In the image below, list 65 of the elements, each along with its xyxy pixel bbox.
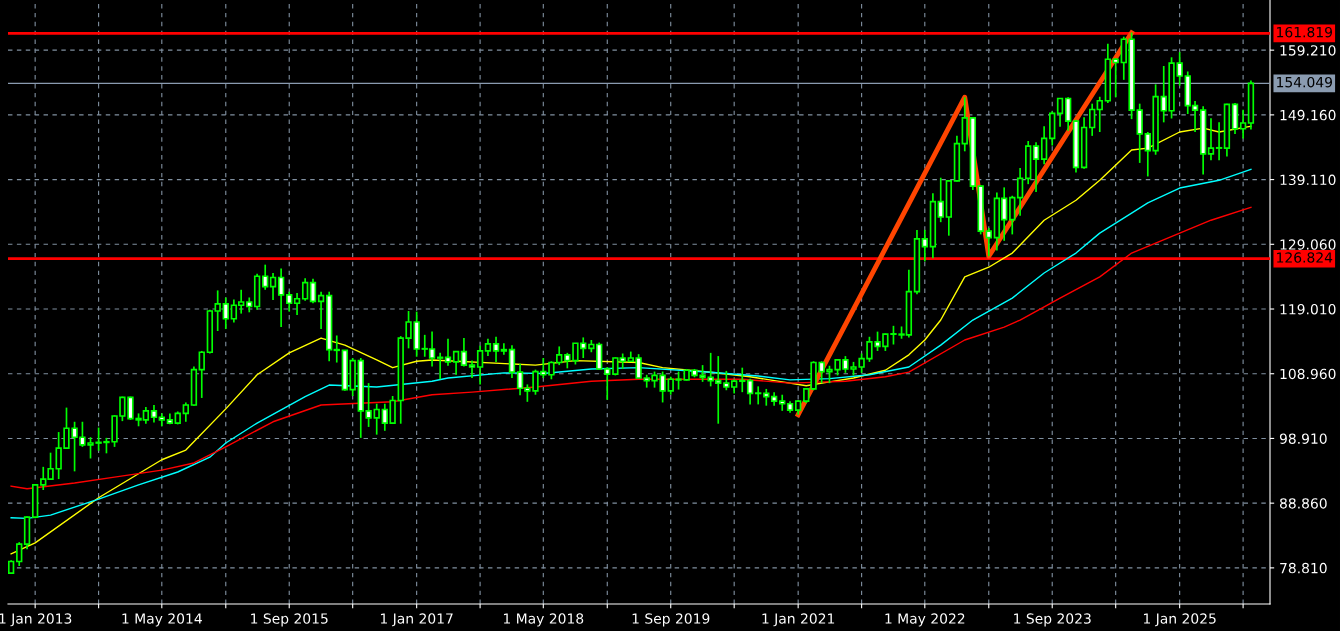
x-tick-label: 1 Sep 2019 — [632, 613, 710, 627]
y-tick-label: 98.910 — [1279, 433, 1327, 444]
candlestick — [301, 277, 309, 302]
candlestick — [500, 342, 508, 356]
y-tick-label: 108.960 — [1280, 368, 1336, 380]
x-tick-label: 1 May 2018 — [503, 613, 584, 627]
candlestick — [476, 344, 484, 386]
ref-line-label: 161.819 — [1277, 26, 1333, 38]
candlestick — [293, 292, 301, 316]
y-tick-label: 88.860 — [1279, 498, 1327, 509]
candlestick — [1064, 96, 1072, 132]
ref-line-label: 154.049 — [1277, 76, 1333, 88]
candlestick — [1032, 141, 1040, 193]
x-tick-label: 1 Sep 2015 — [251, 613, 328, 627]
candlestick — [739, 366, 746, 393]
candlestick — [985, 227, 992, 258]
x-tick-label: 1 Sep 2023 — [1014, 613, 1091, 627]
ref-line-label: 126.824 — [1277, 252, 1333, 263]
candlestick — [1207, 117, 1215, 162]
y-tick-label: 119.010 — [1280, 303, 1336, 315]
y-tick-label: 129.060 — [1280, 239, 1336, 250]
x-tick-label: 1 May 2014 — [122, 613, 202, 627]
x-tick-label: 1 Jan 2021 — [762, 613, 835, 627]
line-series — [10, 168, 1252, 520]
candlestick — [198, 350, 205, 399]
candlestick — [286, 290, 293, 313]
line-series — [10, 125, 1252, 555]
candlestick — [1056, 97, 1064, 128]
candlestick — [746, 377, 754, 406]
candlestick — [1009, 194, 1016, 236]
candlestick — [1239, 108, 1247, 140]
candlestick — [1040, 125, 1048, 166]
candlestick — [182, 401, 190, 423]
candlestick — [222, 296, 229, 330]
candlestick — [16, 541, 23, 567]
candlestick — [1088, 102, 1096, 137]
candlestick — [373, 402, 380, 436]
candlestick — [436, 352, 444, 381]
candlestick — [333, 334, 340, 364]
candlestick — [309, 277, 317, 305]
y-tick-label: 139.110 — [1280, 174, 1336, 186]
x-tick-label: 1 Jan 2017 — [380, 613, 453, 627]
candlestick — [937, 176, 944, 223]
x-tick-label: 1 May 2022 — [885, 613, 965, 627]
candlestick — [1016, 167, 1024, 217]
candlestick — [468, 359, 476, 379]
candlestick — [444, 337, 452, 367]
candlestick — [317, 290, 325, 330]
candlestick — [277, 267, 285, 328]
y-tick-label: 78.810 — [1280, 562, 1327, 574]
candlestick — [1096, 95, 1103, 133]
candlestick — [1215, 121, 1223, 162]
candlestick — [508, 344, 516, 379]
candlestick — [1136, 102, 1143, 164]
candlestick — [604, 366, 611, 401]
candlestick — [921, 229, 928, 263]
candlestick — [269, 272, 277, 301]
y-tick-label: 159.210 — [1280, 45, 1336, 56]
x-tick-label: 1 Jan 2013 — [0, 613, 72, 627]
candlestick — [755, 385, 762, 406]
candlestick — [460, 337, 468, 368]
y-tick-label: 149.160 — [1280, 109, 1336, 121]
candlestick — [262, 263, 269, 291]
x-tick-label: 1 Jan 2025 — [1143, 613, 1216, 627]
candlestick — [492, 335, 500, 363]
